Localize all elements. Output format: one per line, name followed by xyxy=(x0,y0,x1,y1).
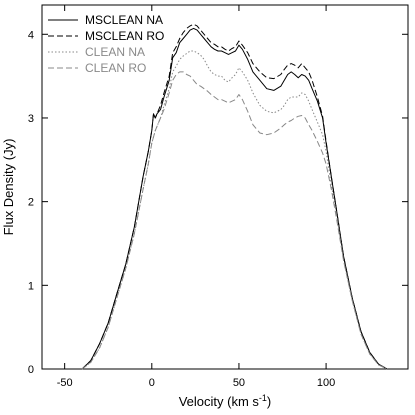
x-axis-title-sup: -1 xyxy=(259,393,267,403)
legend: MSCLEAN NA MSCLEAN RO CLEAN NA CLEAN RO xyxy=(48,13,164,75)
x-tick-label: 50 xyxy=(233,377,245,389)
series-line-4 xyxy=(81,71,388,370)
y-tick-label: 2 xyxy=(28,197,34,209)
series-line-3 xyxy=(81,50,388,370)
y-axis-title: Flux Density (Jy) xyxy=(1,139,16,236)
x-axis-ticks: -50 0 50 100 xyxy=(57,5,335,389)
x-axis-title-end: ) xyxy=(267,394,271,409)
y-axis-ticks: 0 1 2 3 4 xyxy=(28,29,408,376)
legend-label-3: CLEAN NA xyxy=(85,45,145,59)
series-line-1 xyxy=(81,27,388,370)
plot-frame xyxy=(41,4,409,370)
series-lines xyxy=(81,23,388,370)
x-tick-label: -50 xyxy=(57,377,73,389)
x-axis-title-main: Velocity (km s xyxy=(179,394,260,409)
y-tick-label: 4 xyxy=(28,29,34,41)
x-tick-label: 100 xyxy=(317,377,335,389)
legend-label-1: MSCLEAN NA xyxy=(85,13,163,27)
x-axis-title: Velocity (km s-1) xyxy=(179,393,272,409)
y-tick-label: 0 xyxy=(28,364,34,376)
series-line-2 xyxy=(81,23,388,370)
y-tick-label: 1 xyxy=(28,280,34,292)
legend-label-4: CLEAN RO xyxy=(85,61,146,75)
legend-label-2: MSCLEAN RO xyxy=(85,29,164,43)
y-tick-label: 3 xyxy=(28,113,34,125)
x-tick-label: 0 xyxy=(149,377,155,389)
